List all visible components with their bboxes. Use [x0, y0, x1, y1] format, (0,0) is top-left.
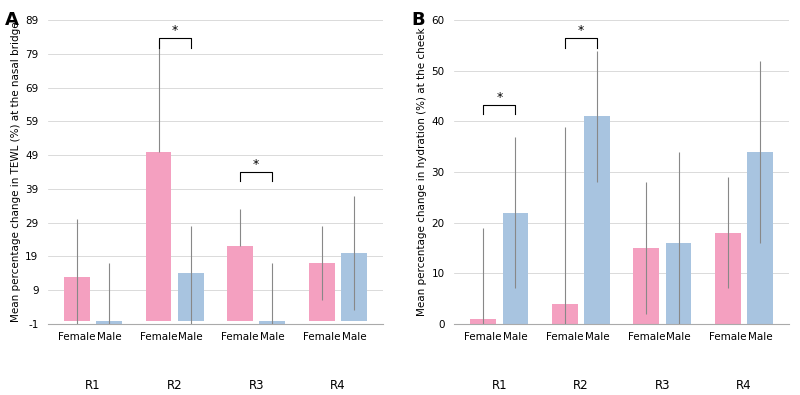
Text: R4: R4 [736, 378, 752, 391]
Bar [715, 233, 741, 324]
Bar [584, 117, 610, 324]
Bar [146, 152, 171, 320]
Text: R1: R1 [491, 378, 507, 391]
Bar [747, 152, 773, 324]
Y-axis label: Mean percentage change in TEWL (%) at the nasal bridge: Mean percentage change in TEWL (%) at th… [11, 22, 21, 322]
Bar [502, 213, 528, 324]
Text: *: * [578, 24, 584, 37]
Bar [178, 273, 204, 320]
Text: B: B [411, 11, 425, 29]
Text: R3: R3 [654, 378, 670, 391]
Text: R3: R3 [249, 378, 264, 391]
Bar [96, 320, 122, 327]
Text: R4: R4 [330, 378, 346, 391]
Bar [259, 320, 286, 327]
Text: R2: R2 [573, 378, 589, 391]
Bar [309, 263, 334, 320]
Text: R2: R2 [167, 378, 182, 391]
Text: *: * [496, 91, 502, 104]
Text: *: * [171, 24, 178, 37]
Text: R1: R1 [86, 378, 101, 391]
Bar [552, 304, 578, 324]
Text: *: * [253, 158, 259, 171]
Bar [666, 243, 691, 324]
Bar [634, 248, 659, 324]
Y-axis label: Mean percentage change in hydration (%) at the cheek: Mean percentage change in hydration (%) … [418, 28, 427, 316]
Bar [470, 319, 496, 324]
Bar [64, 276, 90, 320]
Bar [227, 246, 253, 320]
Bar [341, 253, 367, 320]
Text: A: A [5, 11, 18, 29]
